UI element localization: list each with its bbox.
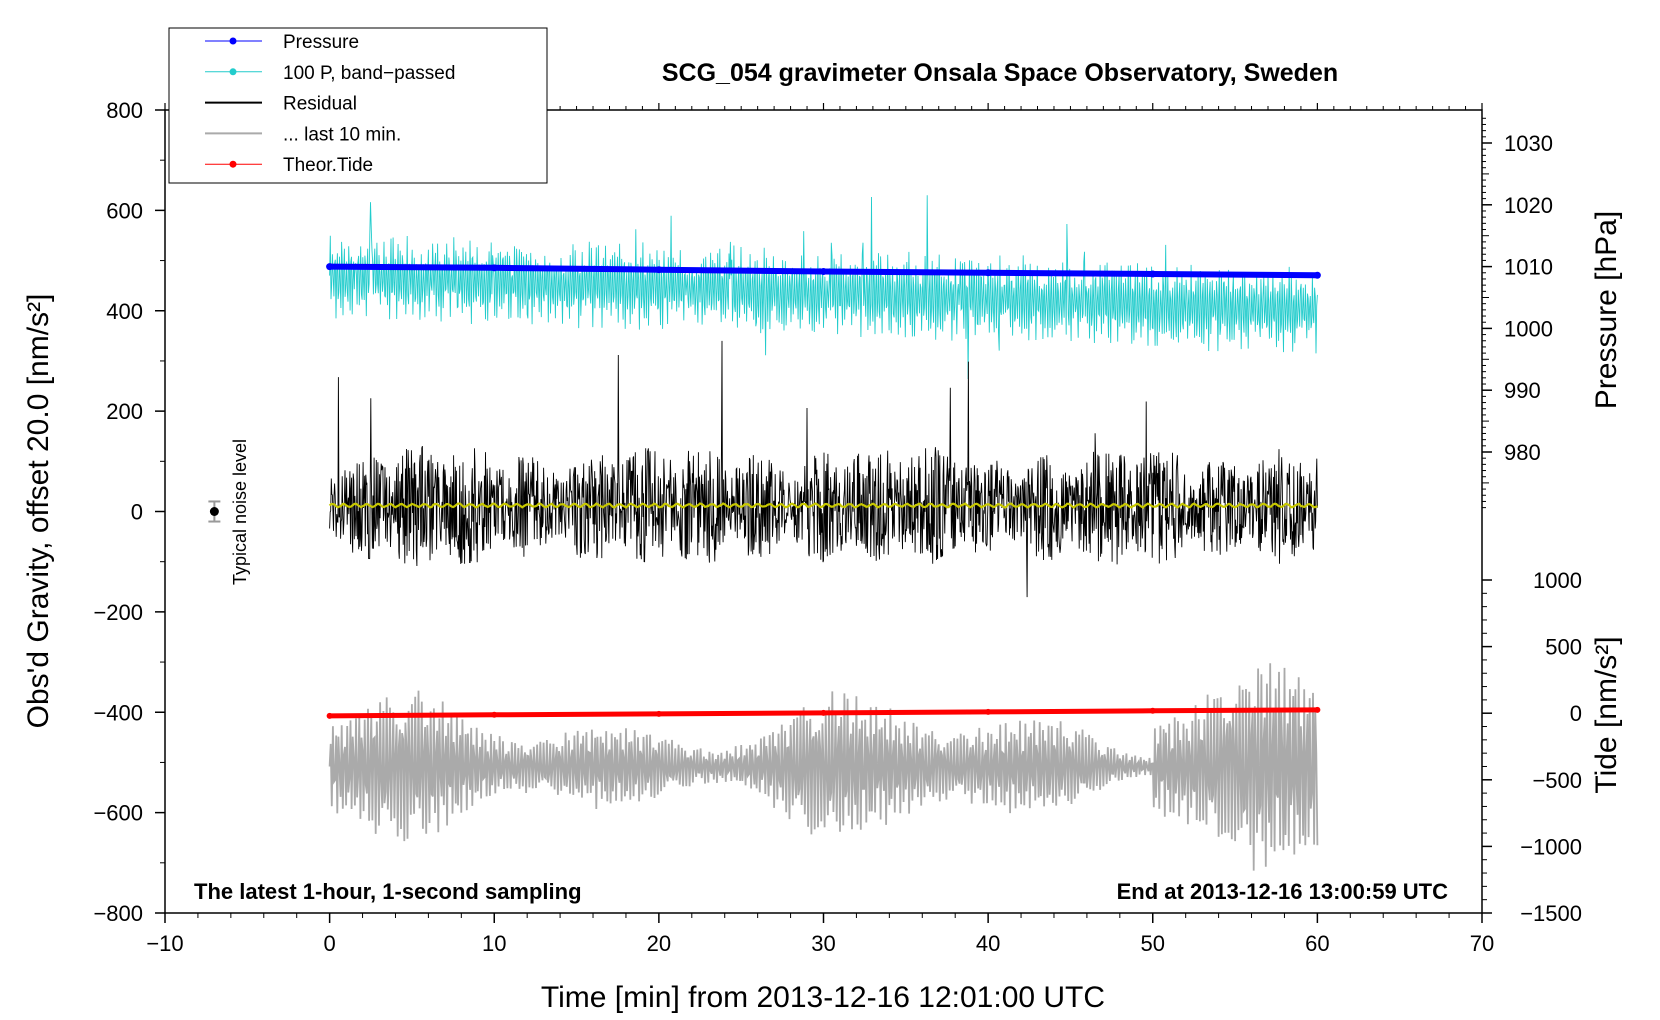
x-tick-label: −10 [146,931,183,956]
series-last-10-min [328,663,1319,871]
x-tick-label: 0 [324,931,336,956]
pressure-point [1149,270,1157,278]
legend-marker [229,160,237,168]
noise-marker [208,500,221,523]
tide-point [985,708,992,715]
tide-point [820,709,827,716]
pressure-point [984,269,992,277]
tide-axis: 1000 500 0 −500 −1000 −1500 [1482,568,1582,926]
y-tick-label: 400 [106,299,143,324]
series-residual-line [329,340,1318,598]
legend-label: Residual [283,94,357,115]
pressure-point [490,264,498,272]
tide-point [655,710,662,717]
legend-marker [229,37,237,45]
x-tick-label: 40 [976,931,1000,956]
x-tick-label: 60 [1305,931,1329,956]
x-tick-label: 30 [811,931,835,956]
series-theor-tide [326,706,1321,719]
pressure-point [820,268,827,276]
x-tick-label: 50 [1141,931,1165,956]
pressure-point [1313,271,1321,279]
pressure-tick-label: 990 [1504,378,1541,403]
pressure-tick-label: 980 [1504,440,1541,465]
tide-point [491,711,498,718]
tide-point [1314,706,1321,713]
tide-tick-label: 1000 [1533,568,1582,593]
y-tick-label: −400 [93,700,143,725]
pressure-point [655,266,663,274]
y-axis-label-tide: Tide [nm/s²] [1590,636,1623,793]
tide-point [326,712,333,719]
pressure-point [326,263,334,271]
series-band-passed [329,195,1318,380]
tide-tick-label: 500 [1545,635,1582,660]
series-residual-smoothed [328,502,1318,509]
y-axis-label-left: Obs'd Gravity, offset 20.0 [nm/s²] [22,294,55,729]
y-tick-label: 200 [106,399,143,424]
chart-title: SCG_054 gravimeter Onsala Space Observat… [662,59,1338,87]
legend-label: Pressure [283,32,359,53]
series-residual-smoothed-line [328,502,1318,509]
y-tick-label: 600 [106,198,143,223]
noise-point [209,507,219,516]
pressure-tick-label: 1020 [1504,193,1553,218]
annotation-left: The latest 1-hour, 1-second sampling [194,879,582,904]
pressure-tick-label: 1010 [1504,255,1553,280]
noise-label: Typical noise level [230,439,250,585]
tide-tick-label: −1000 [1520,834,1582,859]
tide-tick-label: −500 [1532,768,1582,793]
y-tick-label: 800 [106,98,143,123]
series-last-10-min-line [328,663,1319,871]
legend-label: Theor.Tide [283,155,373,176]
tide-tick-label: −1500 [1520,901,1582,926]
x-axis-label: Time [min] from 2013-12-16 12:01:00 UTC [541,981,1105,1014]
pressure-tick-label: 1030 [1504,131,1553,156]
x-tick-label: 10 [482,931,506,956]
legend-marker [229,68,237,76]
y-axis-label-pressure: Pressure [hPa] [1590,211,1623,409]
legend-label: 100 P, band−passed [283,63,455,84]
tide-tick-label: 0 [1570,701,1582,726]
legend: Pressure 100 P, band−passed Residual ... la… [168,27,548,184]
legend-label: ... last 10 min. [283,124,401,145]
y-axis-left: 800 600 400 200 0 −200 −400 −600 −800 [93,98,165,926]
series-band-passed-line [329,195,1318,380]
y-tick-label: 0 [131,500,143,525]
x-tick-label: 20 [647,931,671,956]
annotation-right: End at 2013-12-16 13:00:59 UTC [1117,879,1448,904]
y-tick-label: −800 [93,901,143,926]
legend-box [168,27,548,184]
series-residual [329,340,1318,598]
y-tick-label: −600 [93,801,143,826]
pressure-tick-label: 1000 [1504,316,1553,341]
x-tick-label: 70 [1470,931,1494,956]
tide-point [1149,707,1156,714]
series-pressure [326,263,1321,279]
pressure-axis: 1030 1020 1010 1000 990 980 [1482,117,1553,509]
y-tick-label: −200 [93,600,143,625]
